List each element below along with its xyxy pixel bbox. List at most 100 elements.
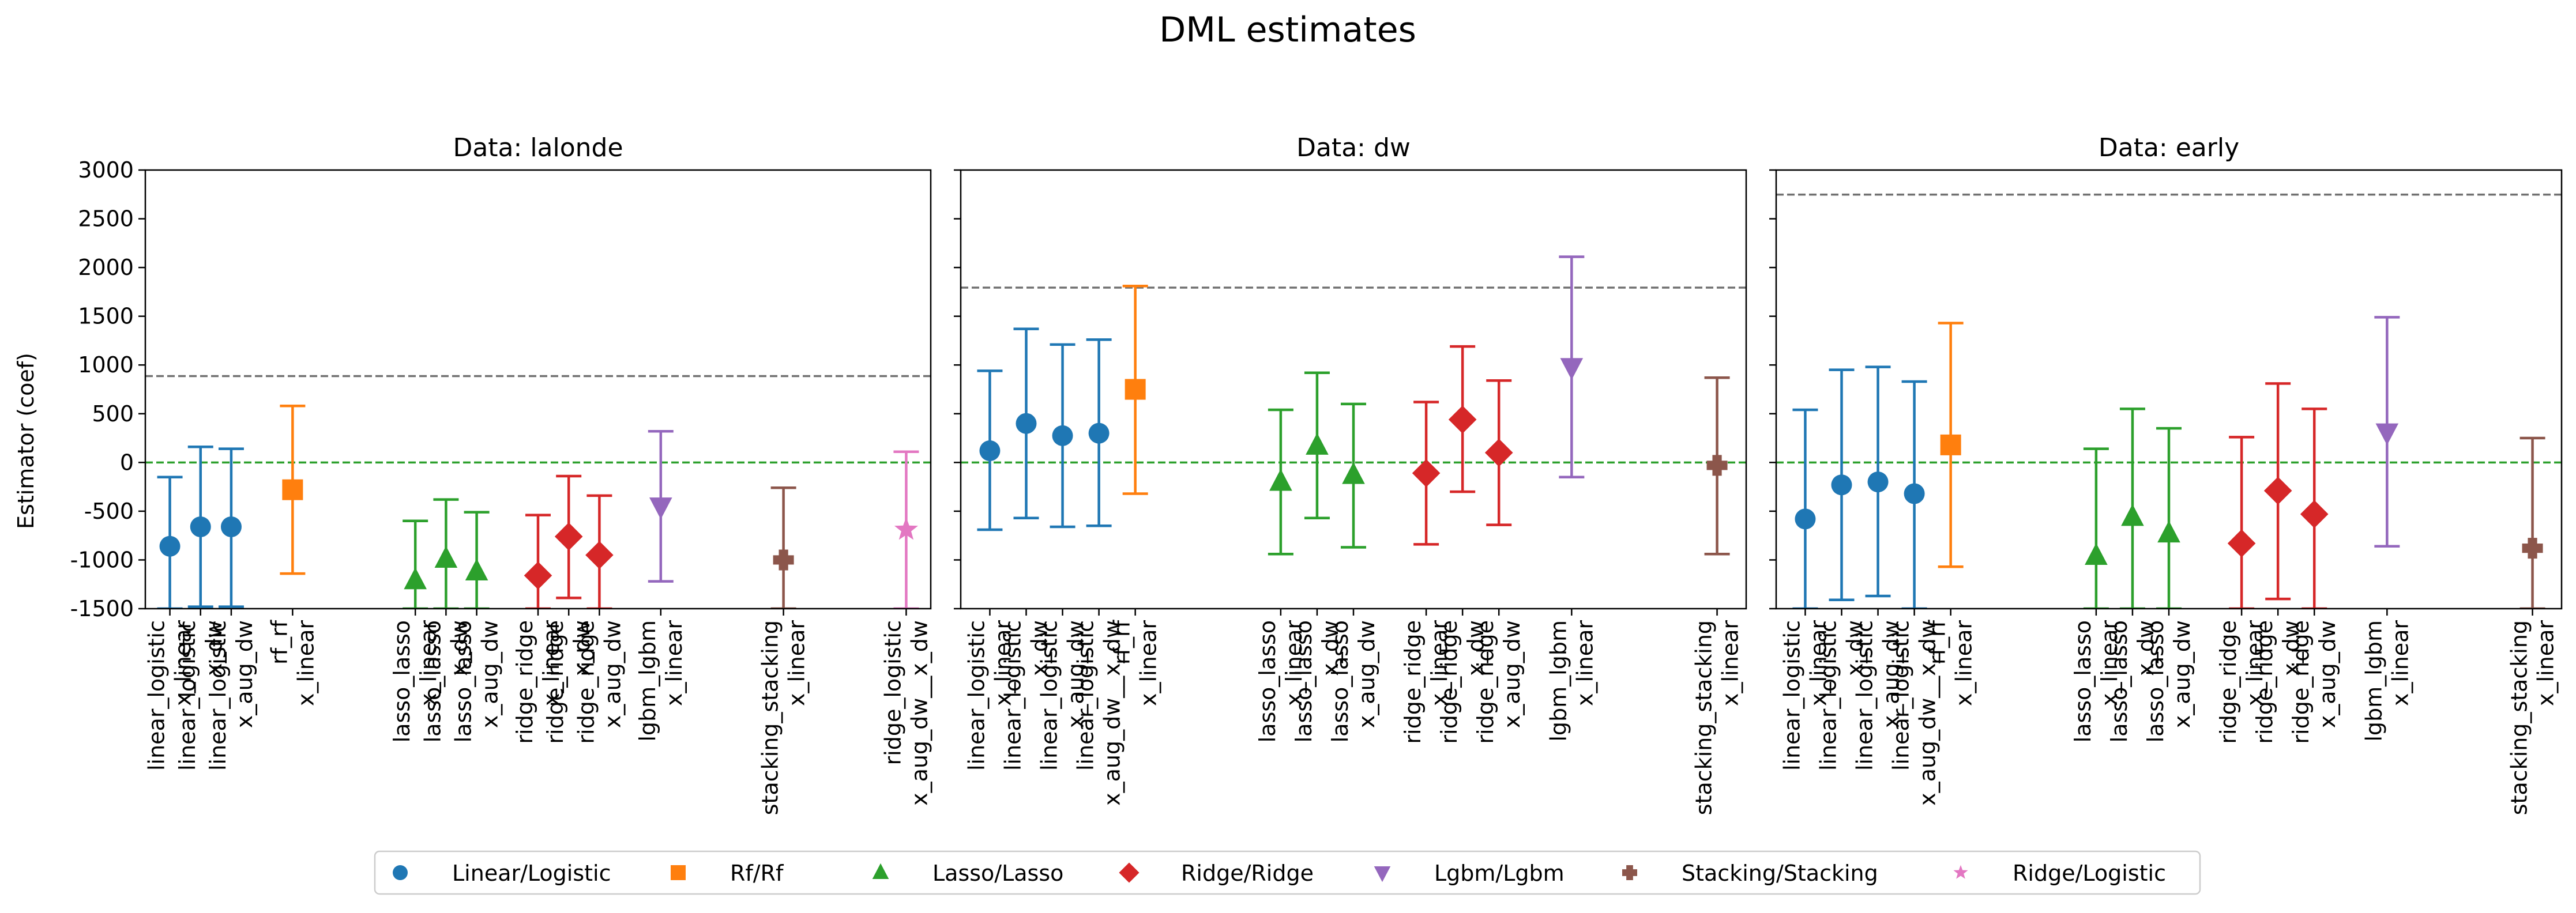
x-tick-label: ridge_ridgex_aug_dw (573, 620, 625, 744)
estimate-marker (1904, 483, 1925, 504)
estimate-point (218, 447, 244, 608)
legend-marker-star (1953, 865, 1968, 879)
legend-entry: Ridge/Logistic (1953, 861, 2166, 886)
estimate-point (433, 498, 459, 609)
estimate-marker (282, 479, 303, 500)
estimate-point (1304, 371, 1330, 519)
x-tick-label: lasso_lassox_linear (1255, 620, 1307, 743)
x-tick-label: linear_logisticx_dw (1001, 620, 1052, 771)
estimate-point (2083, 447, 2109, 609)
estimate-point (2227, 436, 2256, 609)
y-tick-label: 1500 (78, 304, 134, 329)
x-tick-label: linear_logisticx_aug_dw__x_dw (1073, 620, 1125, 806)
x-tick-label: rf_rfx_linear (1925, 619, 1977, 706)
estimate-marker (220, 516, 242, 537)
x-tick-label: lgbm_lgbmx_linear (2361, 620, 2413, 742)
estimate-marker (1125, 379, 1146, 400)
estimate-point (1341, 402, 1366, 549)
estimate-point (2519, 436, 2545, 609)
plot-area (961, 255, 1746, 556)
estimate-point (1268, 408, 1293, 556)
legend-marker-square (671, 865, 686, 880)
estimate-point (524, 514, 552, 609)
estimate-marker (1342, 462, 1365, 484)
estimate-marker (1088, 422, 1110, 444)
estimate-point (2156, 427, 2182, 609)
y-tick-label: 3000 (78, 157, 134, 183)
legend-label: Stacking/Stacking (1682, 861, 1878, 886)
estimate-marker (159, 535, 180, 557)
estimate-point (157, 476, 183, 609)
estimate-point (2119, 408, 2145, 609)
estimate-marker (1269, 469, 1292, 491)
chart-panel-2: Data: dwlinear_logisticx_linearlinear_lo… (954, 133, 1747, 815)
estimate-marker (465, 559, 488, 581)
x-tick-label: lasso_lassox_dw (420, 620, 472, 742)
x-tick-label: linear_logisticx_dw (1816, 620, 1868, 771)
estimate-point (1050, 343, 1075, 529)
estimate-marker (190, 516, 211, 537)
estimate-point (2300, 408, 2329, 609)
estimate-marker (2300, 500, 2329, 529)
legend-marker-triangle-down (1374, 866, 1391, 882)
estimate-marker (2157, 520, 2180, 543)
estimate-point (464, 511, 490, 609)
estimate-marker (524, 561, 552, 590)
y-tick-label: 500 (92, 401, 134, 427)
estimate-point (554, 474, 583, 599)
estimate-marker (434, 546, 458, 568)
x-tick-label: ridge_ridgex_aug_dw (2288, 620, 2340, 744)
estimate-point (1792, 408, 1818, 609)
estimate-point (893, 450, 919, 609)
y-tick-label: 2500 (78, 206, 134, 232)
estimate-point (187, 446, 213, 608)
x-tick-label: linear_logisticx_linear (964, 620, 1016, 771)
estimate-marker (1560, 358, 1584, 380)
x-tick-label: ridge_ridgex_dw (1436, 620, 1488, 744)
estimate-marker (1052, 425, 1073, 446)
legend-frame (374, 850, 2201, 895)
estimate-point (585, 494, 614, 609)
estimate-marker (979, 440, 1001, 462)
x-tick-label: lasso_lassox_aug_dw (451, 620, 503, 742)
x-tick-label: ridge_ridgex_aug_dw (1473, 620, 1525, 744)
legend-marker-triangle-up (872, 863, 889, 880)
x-tick-label: lgbm_lgbmx_linear (635, 620, 687, 742)
legend-entry: Rf/Rf (671, 861, 784, 886)
estimate-marker (2263, 477, 2292, 505)
estimate-point (403, 519, 428, 609)
estimate-point (977, 369, 1003, 531)
estimate-point (280, 404, 306, 575)
estimate-marker (1448, 405, 1477, 434)
x-tick-label: linear_logisticx_aug_dw__x_dw (1889, 620, 1941, 806)
legend-entry: Lasso/Lasso (872, 861, 1063, 886)
estimate-point (1704, 376, 1730, 556)
legend-entry: Stacking/Stacking (1622, 861, 1878, 886)
estimate-marker (649, 497, 672, 519)
x-tick-label: ridge_logisticx_aug_dw__x_dw (880, 620, 932, 806)
estimate-marker (2085, 543, 2108, 565)
estimate-point (2263, 382, 2292, 601)
estimate-point (1013, 327, 1039, 519)
legend-entry: Lgbm/Lgbm (1374, 861, 1565, 886)
estimate-point (1122, 284, 1148, 495)
x-tick-label: ridge_ridgex_linear (1400, 620, 1452, 744)
x-tick-label: rf_rfx_linear (266, 619, 318, 706)
x-tick-label: linear_logisticx_aug_dw (1852, 620, 1904, 771)
estimate-marker (404, 567, 427, 590)
legend-marker-circle (393, 865, 408, 880)
panel-title: Data: lalonde (453, 133, 623, 163)
estimate-marker (2121, 504, 2144, 526)
legend: Linear/Logistic Rf/Rf Lasso/Lasso Ridge/Rid… (374, 850, 2201, 895)
y-tick-label: 1000 (78, 352, 134, 378)
x-tick-label: stacking_stackingx_linear (758, 620, 810, 816)
chart-panel-3: Data: earlylinear_logisticx_linearlinear… (1769, 133, 2563, 815)
legend-label: Ridge/Logistic (2013, 861, 2166, 886)
x-tick-label: lasso_lassox_aug_dw (2143, 620, 2195, 742)
y-tick-label: 2000 (78, 255, 134, 280)
estimate-marker (1940, 434, 1961, 455)
estimate-marker (1016, 413, 1037, 434)
estimate-marker (585, 541, 614, 569)
x-tick-label: linear_logisticx_linear (1779, 620, 1831, 771)
